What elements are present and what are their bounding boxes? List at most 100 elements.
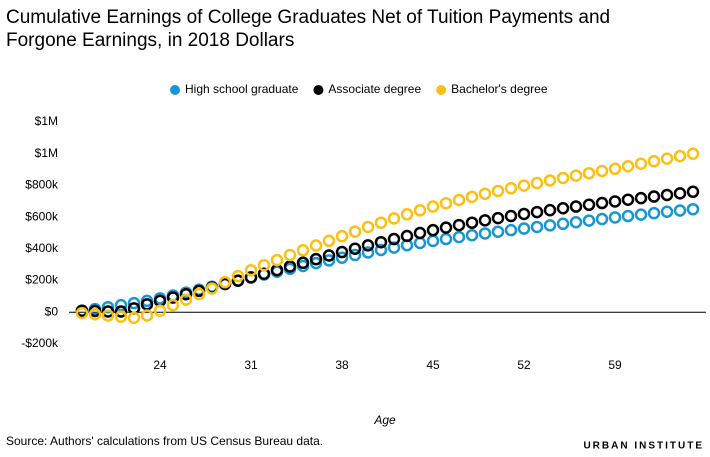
- point: [413, 226, 427, 240]
- legend-marker: [170, 85, 180, 95]
- point: [530, 205, 544, 219]
- y-tick-label: $200k: [25, 273, 59, 287]
- point: [491, 225, 505, 238]
- y-tick-label: $1M: [35, 146, 58, 160]
- point: [127, 296, 141, 310]
- point: [621, 193, 635, 206]
- point: [296, 256, 310, 270]
- point: [231, 269, 245, 283]
- point: [660, 152, 674, 165]
- point: [309, 252, 323, 266]
- point: [647, 206, 661, 220]
- point: [218, 275, 232, 289]
- point: [101, 305, 115, 318]
- point: [387, 241, 401, 254]
- point: [179, 287, 193, 301]
- x-tick-label: 59: [608, 358, 622, 372]
- point: [205, 282, 219, 295]
- point: [413, 236, 427, 250]
- point: [374, 243, 388, 257]
- point: [608, 195, 622, 208]
- point: [140, 309, 154, 322]
- point: [647, 154, 661, 168]
- point: [270, 253, 284, 267]
- point: [569, 200, 583, 213]
- point: [335, 245, 349, 259]
- point: [660, 188, 674, 202]
- point: [400, 208, 414, 221]
- point: [556, 171, 570, 185]
- y-tick-label: $600k: [25, 209, 59, 223]
- point: [686, 202, 700, 216]
- point: [465, 228, 479, 242]
- point: [530, 176, 544, 190]
- point: [478, 214, 492, 227]
- brand: URBAN INSTITUTE: [583, 441, 704, 452]
- point: [517, 179, 531, 192]
- source: Source: Authors' calculations from US Ce…: [6, 434, 323, 448]
- point: [348, 242, 362, 255]
- point: [426, 200, 440, 213]
- point: [439, 232, 453, 246]
- point: [179, 293, 193, 306]
- point: [244, 271, 258, 284]
- point: [244, 264, 258, 277]
- point: [673, 149, 687, 163]
- point: [322, 249, 336, 262]
- point: [400, 229, 414, 243]
- x-axis-label: Age: [373, 413, 396, 427]
- point: [88, 307, 102, 321]
- y-tick-label: $800k: [25, 178, 59, 192]
- point: [504, 223, 518, 237]
- point: [452, 230, 466, 244]
- point: [465, 190, 479, 204]
- point: [348, 225, 362, 238]
- point: [296, 244, 310, 257]
- point: [543, 219, 557, 232]
- point: [673, 187, 687, 200]
- point: [335, 229, 349, 243]
- legend-label: Bachelor's degree: [451, 82, 548, 96]
- point: [543, 203, 557, 217]
- point: [517, 207, 531, 221]
- point: [374, 235, 388, 249]
- point: [283, 248, 297, 262]
- point: [504, 182, 518, 195]
- legend-label: High school graduate: [185, 82, 299, 96]
- point: [361, 246, 375, 259]
- point: [439, 196, 453, 210]
- point: [478, 187, 492, 201]
- x-tick-label: 24: [153, 358, 167, 372]
- legend-marker: [436, 85, 447, 95]
- y-tick-label: $400k: [25, 241, 59, 255]
- point: [634, 157, 648, 170]
- x-tick-label: 52: [517, 358, 531, 372]
- legend: High school graduate Associate degree Bach…: [170, 82, 548, 96]
- point: [634, 191, 648, 205]
- legend-marker: [313, 85, 324, 95]
- point: [127, 311, 141, 325]
- point: [621, 159, 635, 173]
- point: [426, 223, 440, 237]
- point: [582, 198, 596, 212]
- x-tick-label: 38: [335, 358, 349, 372]
- point: [608, 211, 622, 224]
- point: [465, 216, 479, 229]
- point: [309, 239, 323, 252]
- point: [335, 251, 349, 264]
- point: [569, 169, 583, 182]
- y-tick-label: $0: [45, 304, 59, 318]
- point: [634, 208, 648, 221]
- point: [166, 298, 180, 312]
- point: [374, 216, 388, 229]
- point: [114, 310, 128, 323]
- point: [387, 212, 401, 225]
- point: [673, 204, 687, 217]
- point: [257, 267, 271, 281]
- point: [114, 298, 128, 312]
- point: [387, 232, 401, 246]
- y-tick-label: -$200k: [21, 336, 59, 350]
- point: [452, 193, 466, 207]
